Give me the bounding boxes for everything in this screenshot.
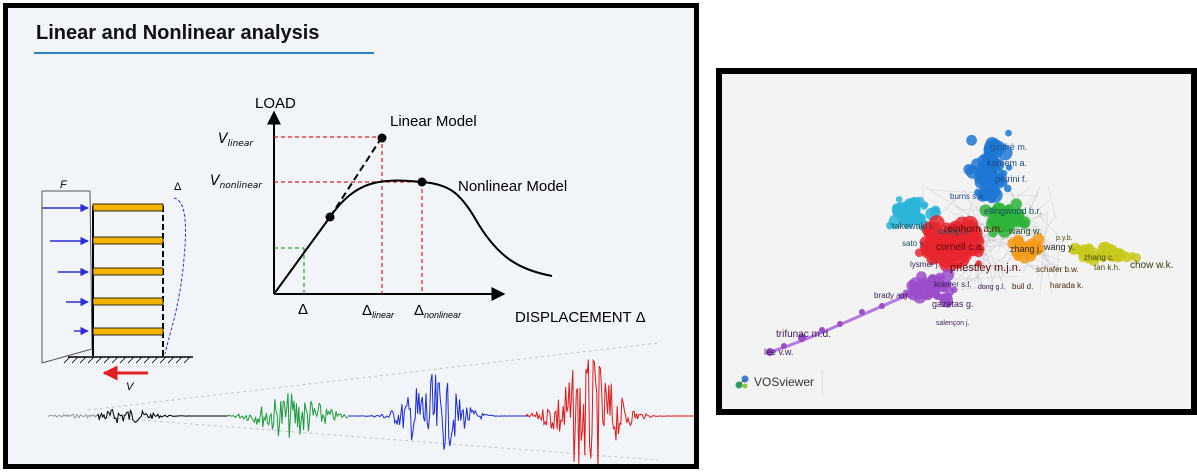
author-label: priestley m.j.n.	[950, 262, 1021, 274]
nonlinear-model-curve	[329, 179, 553, 277]
yield-point	[325, 212, 335, 222]
delta-nonlinear-label: Δnonlinear	[414, 302, 462, 320]
building-frame: F Δ V	[41, 179, 193, 393]
vosviewer-icon	[735, 375, 749, 389]
v-linear-label: Vlinear	[218, 131, 254, 149]
author-label: reinhorn a.m.	[944, 224, 1003, 235]
frame-delta-label: Δ	[174, 181, 182, 193]
author-label: schafer b.w.	[1036, 265, 1079, 274]
delta-linear-label: Δlinear	[362, 302, 395, 320]
author-label: buil d.	[1012, 282, 1033, 291]
author-label: soong t.t.	[937, 227, 970, 236]
author-label: wang y.	[1043, 242, 1074, 252]
v-nonlinear-label: Vnonlinear	[210, 173, 263, 191]
author-label: burns s.a.	[950, 192, 985, 201]
author-label: gioffrè m.	[990, 142, 1027, 152]
load-displacement-diagram: LOAD Linear Model Nonlinear Model Vlinea…	[41, 95, 694, 464]
author-label: harada k.	[1050, 281, 1083, 290]
vosviewer-panel: gioffrè m. kareem a. petrini f. burns s.a. s…	[716, 68, 1197, 415]
author-label: cornell c.a.	[936, 242, 984, 253]
author-label: sato y.	[902, 239, 925, 248]
author-label: salençon j.	[936, 320, 970, 327]
displacement-label: DISPLACEMENT Δ	[515, 309, 646, 326]
author-label: zhang c.	[1084, 253, 1114, 262]
nonlinear-point	[417, 177, 427, 187]
author-label: takewaki i.	[892, 221, 934, 231]
frame-force-label: F	[60, 179, 68, 191]
author-label: kramer s.l.	[934, 280, 971, 289]
vosviewer-name: VOSviewer	[754, 375, 815, 389]
vosviewer-logo: VOSviewer	[734, 374, 814, 390]
author-label: trifunac m.d.	[776, 329, 831, 340]
co-citation-network: gioffrè m. kareem a. petrini f. burns s.a. s…	[764, 129, 1173, 357]
author-label: gazetas g.	[932, 299, 974, 309]
linear-model-label: Linear Model	[390, 113, 477, 130]
linear-model-line	[329, 136, 383, 218]
delta-label: Δ	[298, 301, 308, 318]
author-label: dong g.l.	[978, 284, 1005, 291]
author-label: ellingwood b.r.	[984, 206, 1042, 216]
author-label: chow w.k.	[1130, 260, 1173, 271]
title-underline	[34, 52, 374, 54]
linear-point	[377, 133, 387, 143]
author-label: wang w.	[1008, 226, 1042, 236]
author-label: brady a.g.	[874, 291, 910, 300]
author-label: kareem a.	[987, 158, 1027, 168]
panel-title: Linear and Nonlinear analysis	[36, 22, 320, 44]
nonlinear-model-label: Nonlinear Model	[458, 178, 567, 195]
frame-shear-label: V	[126, 381, 135, 393]
linear-nonlinear-panel: Linear and Nonlinear analysis LOAD Linea…	[3, 3, 699, 469]
author-label: lee v.w.	[764, 347, 793, 357]
load-axis-label: LOAD	[255, 95, 296, 112]
seismic-waveform	[47, 358, 694, 464]
author-label: p.y.b.	[1056, 235, 1073, 242]
author-label: zhang j.	[1010, 244, 1042, 254]
author-label: tan k.h.	[1094, 263, 1120, 272]
author-label: lysmer j.	[910, 260, 940, 269]
author-label: petrini f.	[995, 174, 1027, 184]
